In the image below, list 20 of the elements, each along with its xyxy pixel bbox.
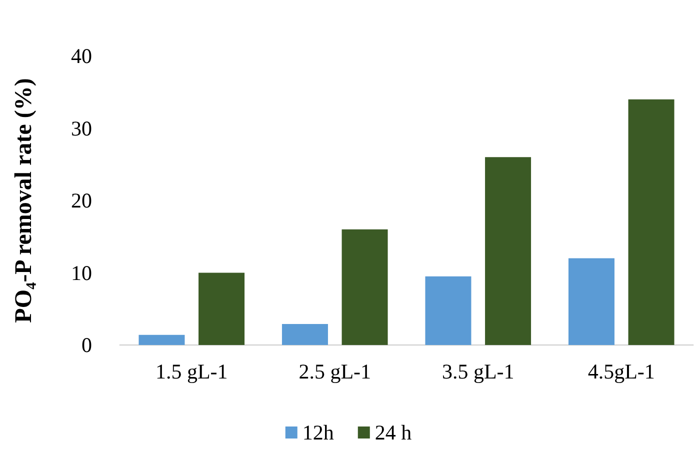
y-tick-label: 30 bbox=[71, 116, 92, 140]
y-tick-label: 10 bbox=[71, 260, 92, 285]
bar bbox=[628, 99, 674, 345]
bar bbox=[485, 157, 532, 345]
bar bbox=[568, 258, 614, 345]
legend-label: 24 h bbox=[374, 420, 412, 444]
bar bbox=[282, 324, 328, 345]
y-tick-label: 0 bbox=[82, 333, 92, 357]
bar bbox=[198, 272, 245, 345]
x-tick-label: 3.5 gL-1 bbox=[442, 360, 514, 384]
y-axis-title: PO₄-P removal rate (%) bbox=[11, 78, 37, 323]
bar bbox=[425, 276, 472, 345]
x-tick-label: 2.5 gL-1 bbox=[298, 360, 372, 384]
bar bbox=[138, 334, 185, 345]
y-tick-label: 40 bbox=[71, 44, 92, 68]
bar bbox=[342, 229, 388, 345]
x-tick-label: 4.5gL-1 bbox=[588, 360, 655, 384]
legend-label: 12h bbox=[302, 420, 334, 444]
x-tick-label: 1.5 gL-1 bbox=[155, 360, 228, 384]
y-tick-label: 20 bbox=[71, 188, 92, 212]
